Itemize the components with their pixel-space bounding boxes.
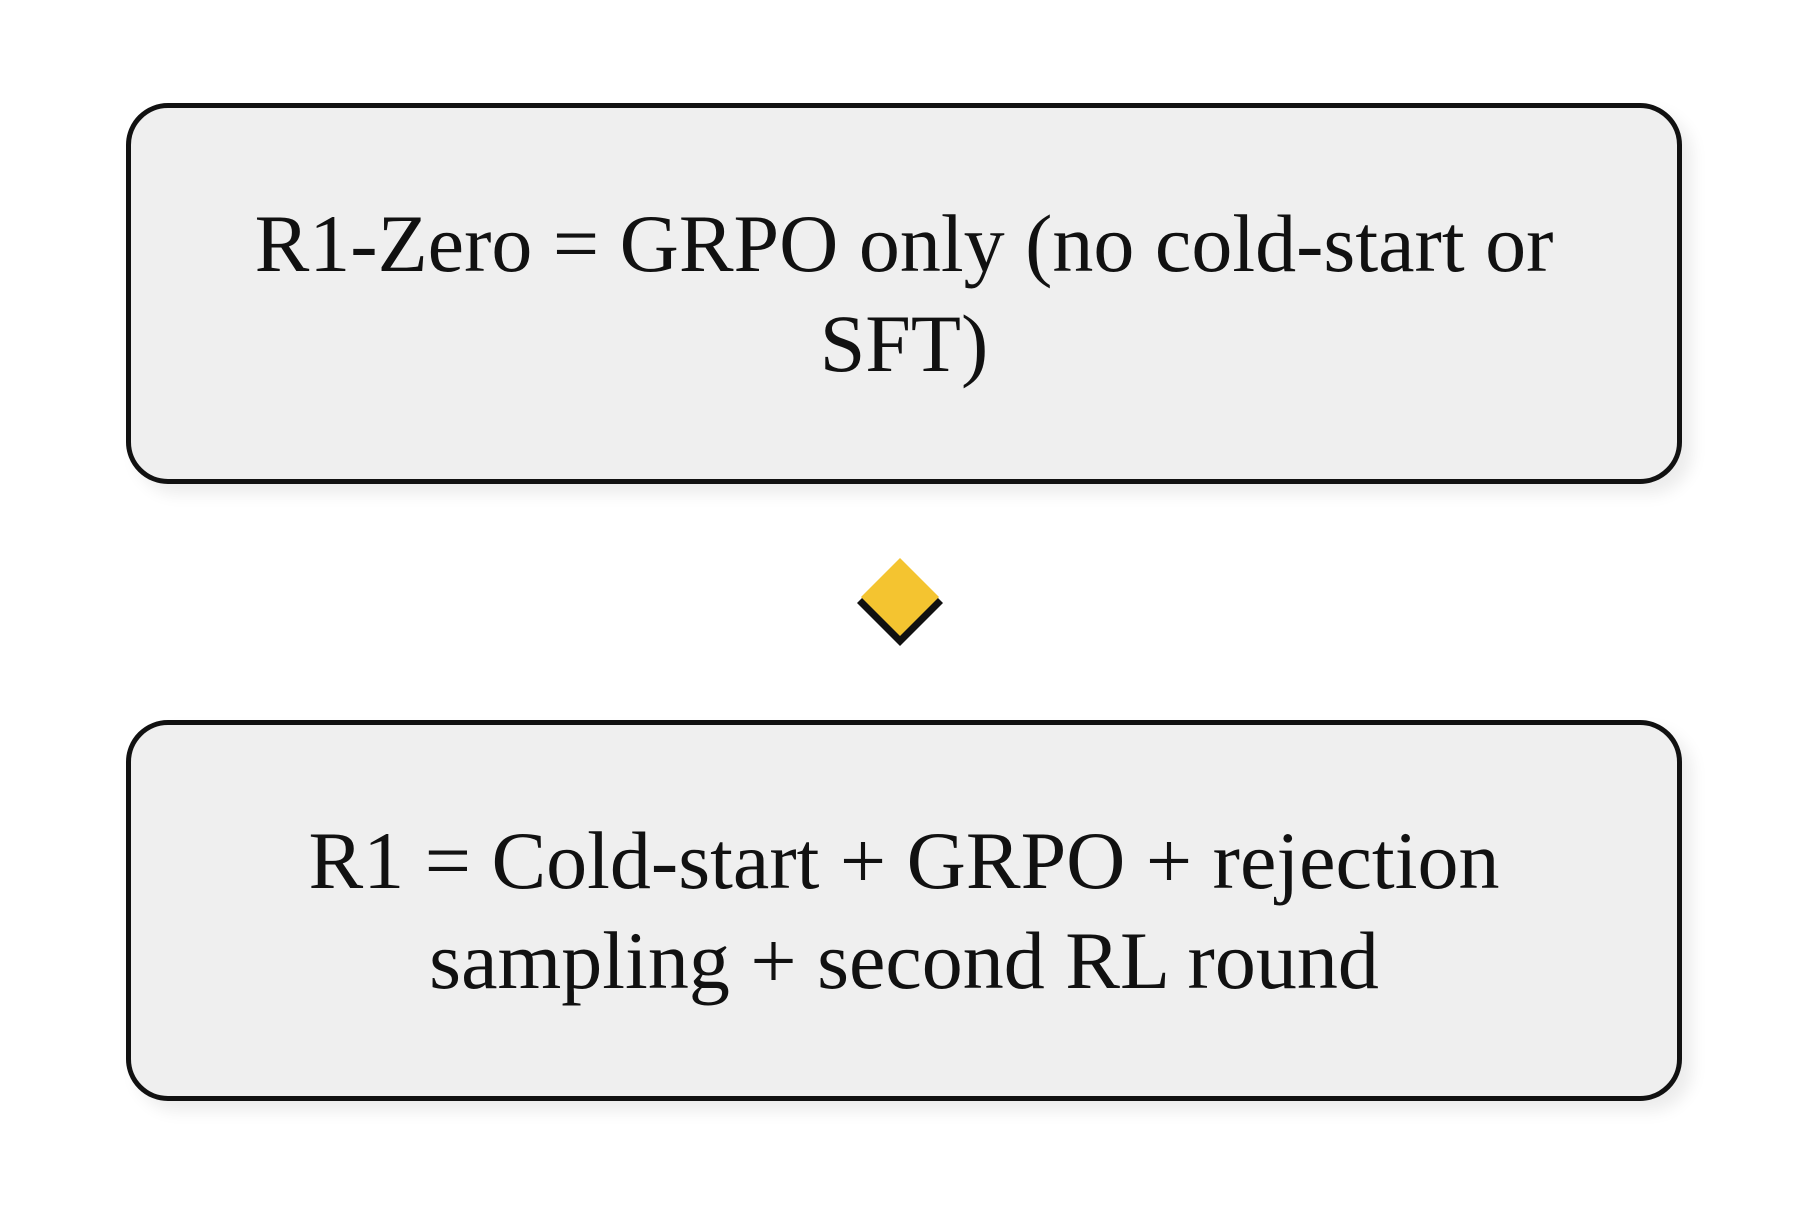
r1-zero-label: R1-Zero = GRPO only (no cold-start or SF…: [254, 197, 1554, 389]
diamond-icon: [857, 558, 943, 646]
r1-node: R1 = Cold-start + GRPO + rejection sampl…: [126, 720, 1682, 1101]
r1-zero-node: R1-Zero = GRPO only (no cold-start or SF…: [126, 103, 1682, 484]
diamond-fill: [861, 558, 939, 636]
r1-label: R1 = Cold-start + GRPO + rejection sampl…: [308, 814, 1500, 1006]
